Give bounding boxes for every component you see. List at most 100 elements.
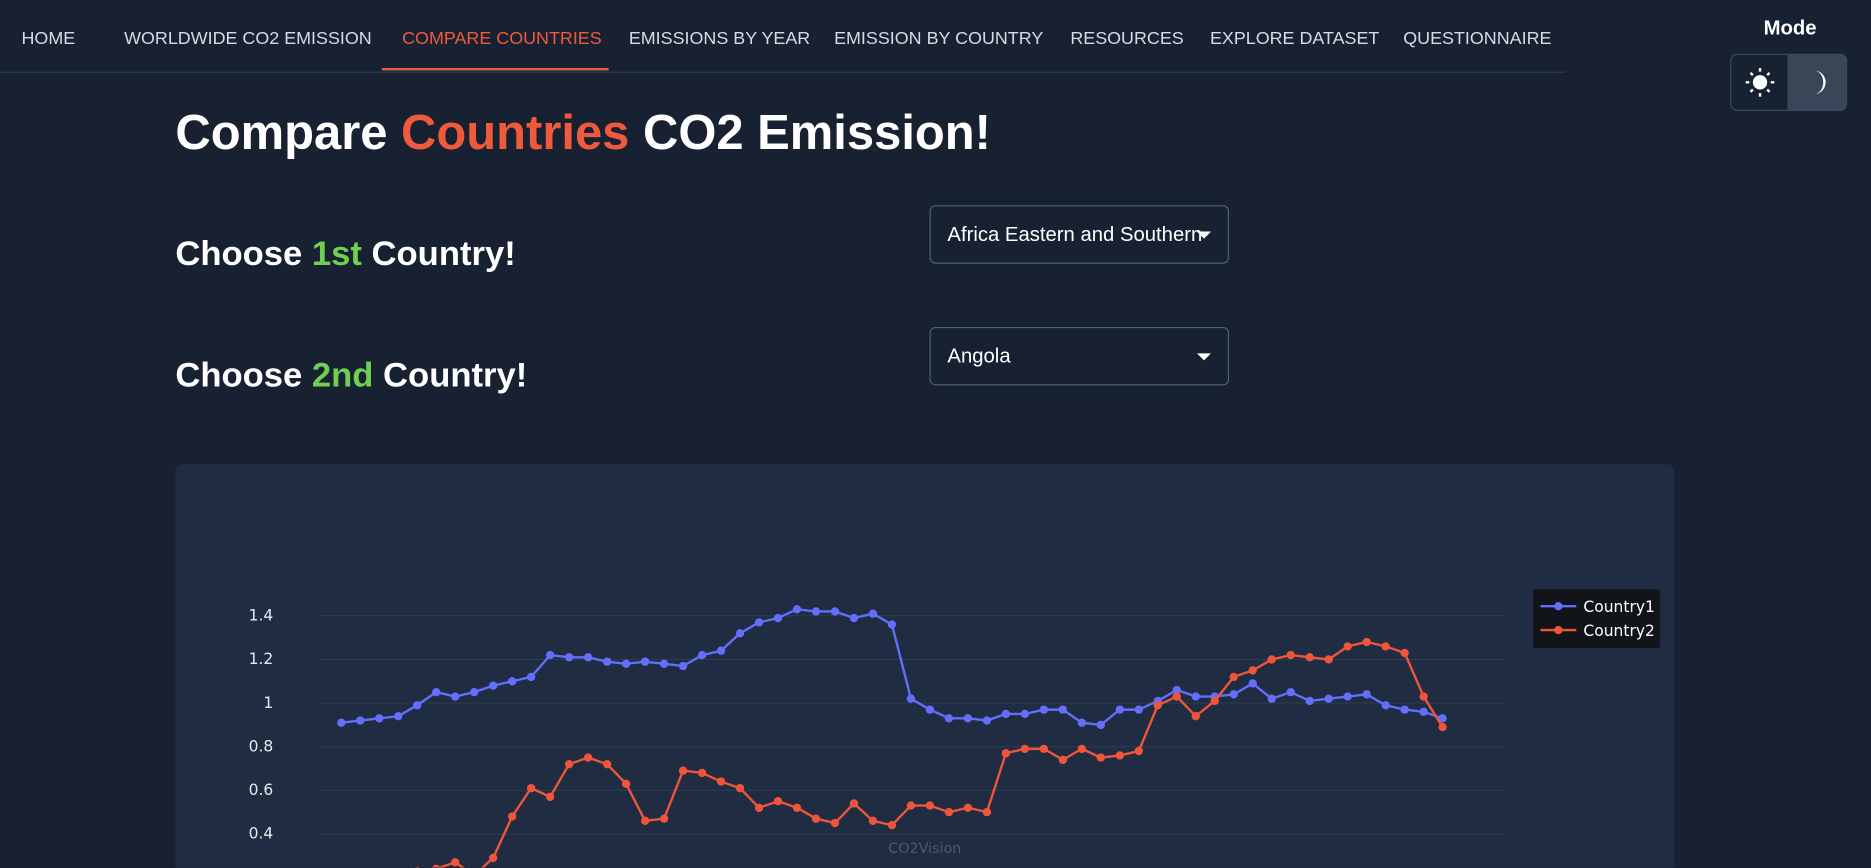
dark-mode-button[interactable] xyxy=(1788,53,1848,111)
label-text: Country! xyxy=(361,235,516,274)
data-point xyxy=(982,807,992,817)
y-tick-label: 1 xyxy=(263,694,273,712)
data-point xyxy=(1286,687,1295,697)
data-point xyxy=(1267,694,1276,703)
moon-icon xyxy=(1813,70,1826,95)
data-point xyxy=(1020,744,1030,754)
data-point xyxy=(906,694,916,703)
data-point xyxy=(564,653,574,662)
data-point xyxy=(394,711,403,721)
data-point xyxy=(1305,653,1314,662)
nav-link[interactable]: HOME xyxy=(21,28,76,49)
data-point xyxy=(1267,655,1276,664)
nav-link[interactable]: COMPARE COUNTRIES xyxy=(402,28,602,49)
heading-text: CO2 Emission! xyxy=(629,105,991,160)
data-point xyxy=(830,607,840,616)
mode-label: Mode xyxy=(1763,16,1817,40)
data-point xyxy=(545,650,555,660)
data-point xyxy=(1362,690,1371,699)
data-point xyxy=(1039,705,1049,714)
caret xyxy=(1196,353,1212,361)
data-point xyxy=(925,705,935,714)
data-point xyxy=(413,701,422,710)
data-point xyxy=(773,797,783,806)
y-tick-label: 1.4 xyxy=(249,607,274,625)
data-point xyxy=(659,659,669,668)
data-point xyxy=(697,768,707,778)
data-point xyxy=(982,716,992,725)
data-point xyxy=(489,681,498,690)
legend-label: Country2 xyxy=(1583,622,1654,640)
data-point xyxy=(1115,705,1124,714)
data-point xyxy=(470,687,479,697)
data-point xyxy=(944,714,954,723)
data-point xyxy=(1286,650,1295,660)
data-point xyxy=(716,646,726,655)
data-point xyxy=(792,605,802,614)
data-point xyxy=(602,759,612,769)
data-point xyxy=(583,653,593,662)
nav-link[interactable]: EMISSION BY COUNTRY xyxy=(834,28,1044,49)
data-point xyxy=(925,801,935,810)
data-point xyxy=(849,799,859,808)
data-point xyxy=(1020,709,1030,719)
data-point xyxy=(1248,666,1257,675)
dropdown-value: Africa Eastern and Southern xyxy=(947,223,1203,246)
first-country-dropdown[interactable]: Africa Eastern and Southern xyxy=(929,205,1230,264)
label-text: Choose xyxy=(175,235,312,274)
data-point xyxy=(1419,692,1428,701)
choose-second-label: Choose 2nd Country! xyxy=(175,357,527,396)
second-country-dropdown[interactable]: Angola xyxy=(929,326,1230,386)
data-point xyxy=(1191,711,1200,721)
data-point xyxy=(526,783,536,793)
chart-panel xyxy=(175,464,1675,868)
data-point xyxy=(432,687,441,697)
y-tick-label: 0.8 xyxy=(249,737,274,755)
data-point xyxy=(1172,685,1181,695)
data-point xyxy=(887,620,897,629)
data-point xyxy=(1381,642,1390,651)
nav-link[interactable]: QUESTIONNAIRE xyxy=(1403,28,1552,49)
legend-label: Country1 xyxy=(1583,598,1654,616)
data-point xyxy=(602,657,612,666)
nav-link[interactable]: WORLDWIDE CO2 EMISSION xyxy=(124,28,372,49)
choose-first-label: Choose 1st Country! xyxy=(175,235,515,274)
data-point xyxy=(754,803,764,812)
data-point xyxy=(564,759,574,769)
dropdown-value: Angola xyxy=(947,344,1011,368)
watermark: CO2Vision xyxy=(888,841,961,857)
active-underline xyxy=(381,68,609,71)
data-point xyxy=(868,816,878,826)
data-point xyxy=(830,818,840,828)
data-point xyxy=(1096,720,1106,730)
legend: Country1 Country2 xyxy=(1533,589,1660,648)
nav-link[interactable]: RESOURCES xyxy=(1070,28,1184,49)
data-point xyxy=(1248,679,1257,688)
data-point xyxy=(906,801,916,810)
legend-box xyxy=(1533,589,1660,648)
data-point xyxy=(1077,718,1087,727)
data-point xyxy=(792,803,802,812)
data-point xyxy=(1419,707,1428,716)
data-point xyxy=(716,777,726,786)
data-point xyxy=(1343,692,1352,701)
data-point xyxy=(1438,714,1447,723)
data-point xyxy=(507,812,517,821)
data-point xyxy=(1210,696,1219,706)
data-point xyxy=(1229,672,1238,682)
label-text: Choose xyxy=(175,356,312,395)
nav-link[interactable]: EXPLORE DATASET xyxy=(1209,28,1380,49)
data-point xyxy=(659,814,669,823)
data-point xyxy=(1343,642,1352,651)
data-point xyxy=(1381,701,1390,710)
data-point xyxy=(963,714,973,723)
data-point xyxy=(1001,749,1011,758)
data-point xyxy=(1077,744,1087,754)
sun-icon xyxy=(1745,68,1775,97)
data-point xyxy=(849,613,859,623)
light-mode-button[interactable] xyxy=(1730,53,1789,111)
nav-link[interactable]: EMISSIONS BY YEAR xyxy=(628,28,811,49)
heading-text: Compare xyxy=(175,105,402,160)
